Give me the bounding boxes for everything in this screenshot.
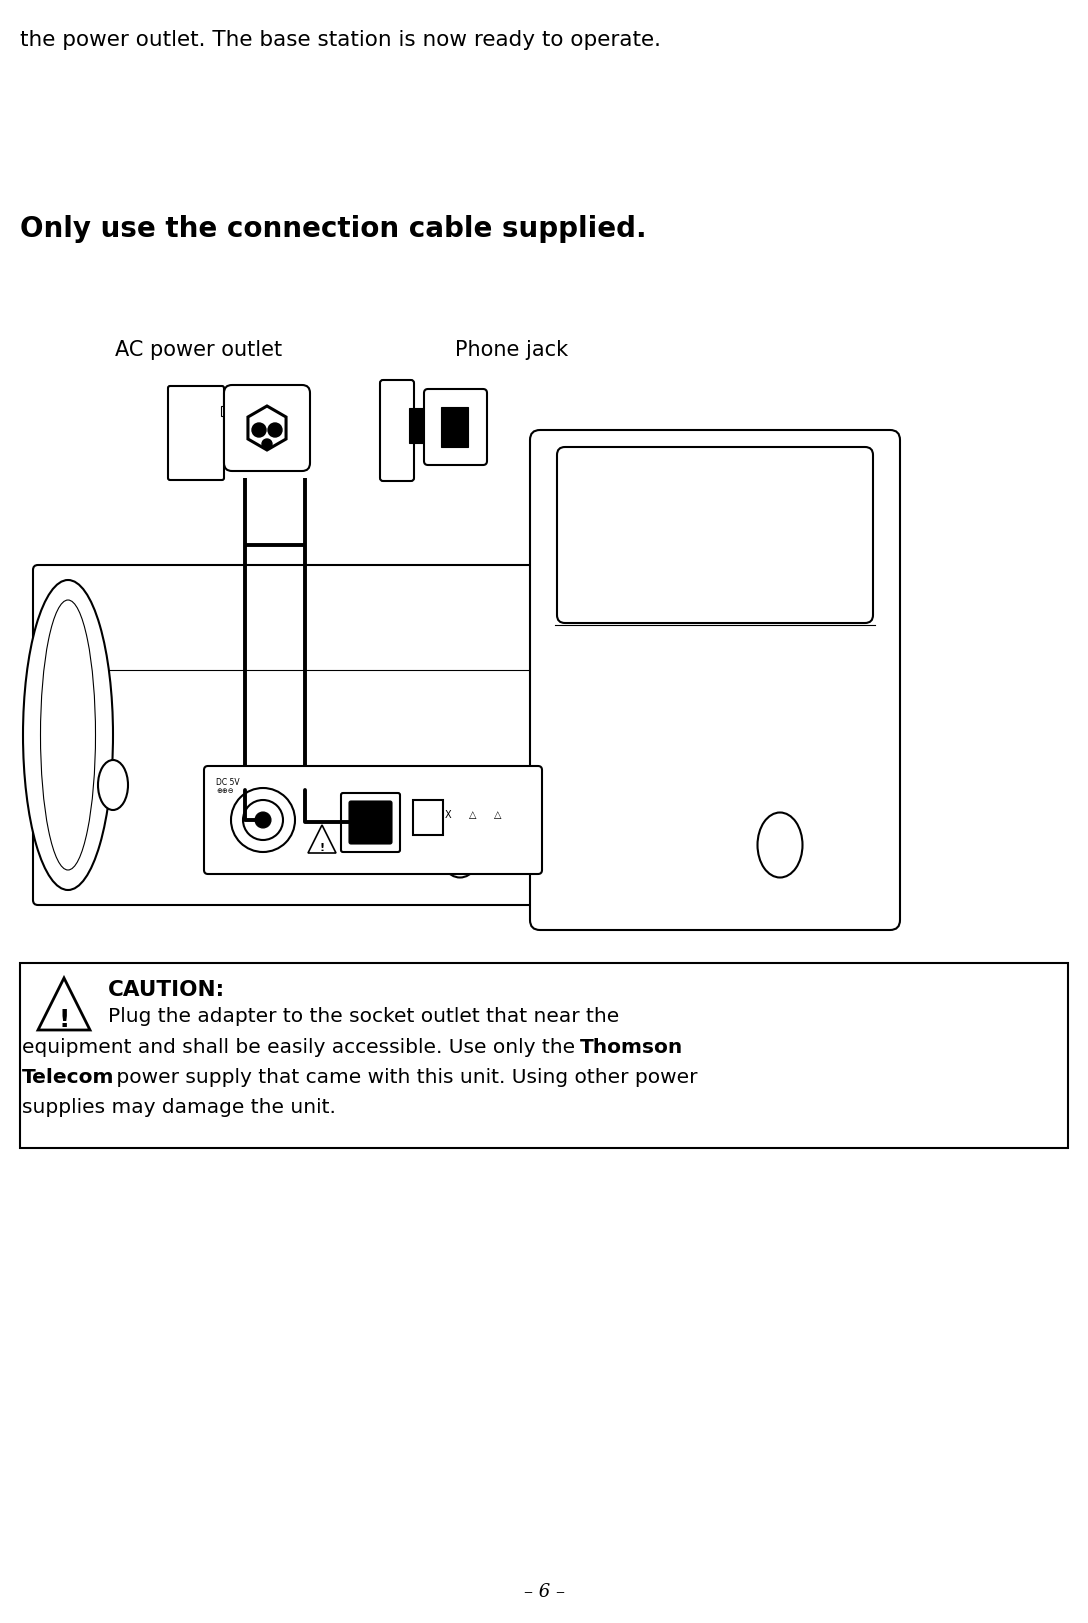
Circle shape (268, 424, 282, 437)
Text: X: X (445, 810, 452, 820)
Text: DC 5V: DC 5V (217, 777, 239, 787)
Text: !: ! (59, 1008, 70, 1032)
Ellipse shape (23, 579, 113, 889)
Text: Thomson: Thomson (580, 1039, 683, 1057)
FancyBboxPatch shape (530, 430, 900, 930)
Circle shape (243, 800, 283, 841)
Bar (221, 406, 233, 415)
Ellipse shape (40, 601, 96, 870)
Text: Telecom: Telecom (22, 1068, 114, 1087)
Text: Only use the connection cable supplied.: Only use the connection cable supplied. (20, 214, 646, 243)
Text: power supply that came with this unit. Using other power: power supply that came with this unit. U… (110, 1068, 697, 1087)
Text: △: △ (494, 810, 502, 820)
Circle shape (252, 424, 265, 437)
Polygon shape (248, 406, 286, 450)
FancyBboxPatch shape (224, 385, 310, 471)
Polygon shape (308, 824, 336, 854)
FancyBboxPatch shape (557, 446, 873, 623)
Bar (20, 962, 1068, 1147)
Ellipse shape (437, 813, 482, 878)
FancyBboxPatch shape (424, 390, 487, 466)
Circle shape (231, 789, 295, 852)
FancyBboxPatch shape (380, 380, 415, 480)
Circle shape (255, 812, 271, 828)
Text: !: ! (320, 842, 324, 854)
Circle shape (262, 438, 272, 450)
Text: – 6 –: – 6 – (523, 1582, 565, 1600)
Text: Plug the adapter to the socket outlet that near the: Plug the adapter to the socket outlet th… (108, 1006, 619, 1026)
Text: △: △ (469, 810, 477, 820)
Bar (441, 407, 468, 446)
Text: CAUTION:: CAUTION: (108, 980, 225, 1000)
FancyBboxPatch shape (33, 565, 815, 906)
Text: the power outlet. The base station is now ready to operate.: the power outlet. The base station is no… (20, 29, 662, 50)
Bar (413, 800, 443, 834)
Ellipse shape (98, 760, 128, 810)
Ellipse shape (757, 813, 803, 878)
FancyBboxPatch shape (205, 766, 542, 875)
Text: AC power outlet: AC power outlet (115, 339, 282, 360)
Text: Phone jack: Phone jack (455, 339, 568, 360)
Bar (409, 407, 423, 443)
FancyBboxPatch shape (168, 386, 224, 480)
FancyBboxPatch shape (341, 794, 400, 852)
Text: ⊕⊕⊖: ⊕⊕⊖ (217, 789, 234, 794)
FancyBboxPatch shape (349, 802, 392, 844)
Polygon shape (38, 979, 90, 1031)
Text: equipment and shall be easily accessible. Use only the: equipment and shall be easily accessible… (22, 1039, 581, 1057)
Text: supplies may damage the unit.: supplies may damage the unit. (22, 1099, 336, 1117)
